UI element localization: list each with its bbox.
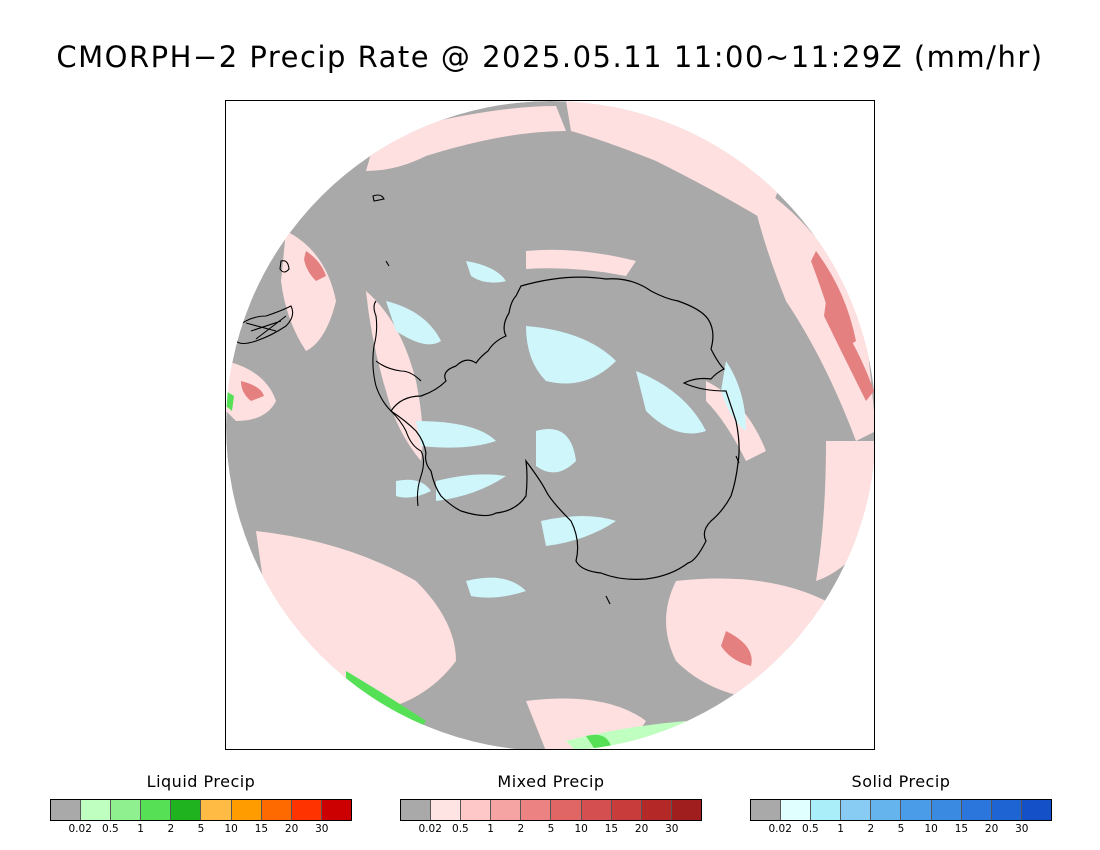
legend-mixed: Mixed Precip 0.02 0.5 1 2 5 10 15 20 30 xyxy=(400,772,702,837)
legend-solid-swatch xyxy=(1021,800,1051,820)
legend-liquid-swatch xyxy=(321,800,351,820)
legend-mixed-tick-label: 2 xyxy=(517,823,525,835)
legend-liquid-swatch xyxy=(111,800,142,820)
legend-solid-tick-label: 30 xyxy=(1015,823,1029,835)
legend-solid-swatch xyxy=(811,800,842,820)
precip-map xyxy=(225,100,875,750)
legend-mixed-colorbar xyxy=(400,799,702,821)
legend-solid-tick-label: 1 xyxy=(837,823,844,835)
legend-mixed-swatch xyxy=(461,800,492,820)
legend-liquid-swatch xyxy=(51,800,82,820)
legend-mixed-swatch xyxy=(431,800,462,820)
legend-mixed-tick-label: 10 xyxy=(574,823,588,835)
legend-mixed-tick-label: 0.5 xyxy=(452,823,469,835)
legend-solid-tick-label: 2 xyxy=(867,823,875,835)
legend-mixed-tick-label: 15 xyxy=(604,823,619,835)
legend-liquid-swatch xyxy=(261,800,292,820)
legend-liquid-swatch xyxy=(291,800,322,820)
legend-liquid: Liquid Precip 0.02 0.5 1 2 5 10 15 20 30 xyxy=(50,772,352,837)
legend-mixed-ticks: 0.02 0.5 1 2 5 10 15 20 30 xyxy=(400,823,702,837)
legend-liquid-tick-label: 10 xyxy=(224,823,238,835)
legend-solid-tick-label: 10 xyxy=(924,823,938,835)
legend-solid-tick-label: 5 xyxy=(897,823,905,835)
legend-liquid-swatch xyxy=(141,800,172,820)
legend-solid-tick-label: 0.5 xyxy=(802,823,819,835)
map-title: CMORPH−2 Precip Rate @ 2025.05.11 11:00~… xyxy=(56,40,1044,74)
legend-liquid-swatch xyxy=(171,800,202,820)
legend-mixed-swatch xyxy=(401,800,432,820)
precip-map-canvas xyxy=(226,101,874,749)
legend-liquid-tick-label: 1 xyxy=(137,823,144,835)
island-coastlines xyxy=(279,194,740,605)
legend-liquid-tick-label: 5 xyxy=(197,823,205,835)
legend-solid-swatch xyxy=(751,800,782,820)
legend-liquid-tick-label: 30 xyxy=(315,823,329,835)
legend-liquid-swatch xyxy=(201,800,232,820)
mixed-precip-areas xyxy=(226,101,874,749)
legend-liquid-tick-label: 20 xyxy=(284,823,299,835)
legend-mixed-tick-label: 5 xyxy=(547,823,555,835)
legend-solid: Solid Precip 0.02 0.5 1 2 5 10 15 20 30 xyxy=(750,772,1052,837)
legend-liquid-tick-label: 0.02 xyxy=(68,823,92,835)
legend-mixed-tick-label: 0.02 xyxy=(418,823,442,835)
legend-liquid-title: Liquid Precip xyxy=(146,772,256,791)
legend-solid-title: Solid Precip xyxy=(851,772,951,791)
south-america-coastline xyxy=(235,305,294,345)
legend-mixed-title: Mixed Precip xyxy=(497,772,605,791)
legend-liquid-swatch xyxy=(231,800,262,820)
legend-liquid-tick-label: 0.5 xyxy=(102,823,119,835)
legend-solid-swatch xyxy=(931,800,962,820)
legend-mixed-swatch xyxy=(671,800,701,820)
legend-liquid-tick-label: 15 xyxy=(254,823,269,835)
legend-mixed-swatch xyxy=(641,800,672,820)
legend-solid-ticks: 0.02 0.5 1 2 5 10 15 20 30 xyxy=(750,823,1052,837)
legend-solid-swatch xyxy=(991,800,1022,820)
legend-solid-swatch xyxy=(871,800,902,820)
legend-solid-tick-label: 20 xyxy=(984,823,999,835)
legend-solid-tick-label: 0.02 xyxy=(768,823,792,835)
legend-solid-swatch xyxy=(841,800,872,820)
legend-mixed-swatch xyxy=(581,800,612,820)
legend-liquid-ticks: 0.02 0.5 1 2 5 10 15 20 30 xyxy=(50,823,352,837)
legend-solid-tick-label: 15 xyxy=(954,823,969,835)
legend-mixed-swatch xyxy=(611,800,642,820)
legend-mixed-tick-label: 30 xyxy=(665,823,679,835)
legend-liquid-swatch xyxy=(81,800,112,820)
legend-solid-swatch xyxy=(781,800,812,820)
legend-solid-swatch xyxy=(901,800,932,820)
legend-mixed-tick-label: 1 xyxy=(487,823,494,835)
legend-liquid-colorbar xyxy=(50,799,352,821)
legend-solid-colorbar xyxy=(750,799,1052,821)
antarctic-peninsula-coastline xyxy=(372,300,425,507)
legend-mixed-swatch xyxy=(521,800,552,820)
antarctica-coastline xyxy=(390,276,740,580)
legend-solid-swatch xyxy=(961,800,992,820)
legend-mixed-swatch xyxy=(491,800,522,820)
legend-mixed-swatch xyxy=(551,800,582,820)
legend-liquid-tick-label: 2 xyxy=(167,823,175,835)
solid-precip-areas xyxy=(386,261,746,598)
legend-mixed-tick-label: 20 xyxy=(634,823,649,835)
precip-field xyxy=(226,101,874,749)
mixed-precip-heavy xyxy=(241,251,874,666)
